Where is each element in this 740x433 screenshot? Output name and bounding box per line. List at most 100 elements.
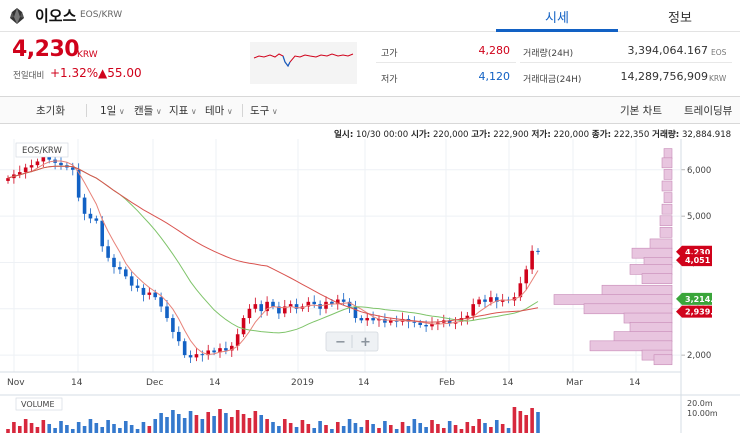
volume-bar xyxy=(441,428,446,433)
volume-bar xyxy=(200,419,205,433)
candle-body xyxy=(224,348,228,351)
volume-bar xyxy=(65,425,69,433)
candle-dropdown[interactable]: 캔들 ∨ xyxy=(134,103,162,118)
candle-body xyxy=(347,301,352,307)
low-label: 저가 xyxy=(381,75,398,85)
volume-profile-bar xyxy=(663,192,673,203)
volume-bar xyxy=(106,420,110,433)
volume-bar xyxy=(359,427,364,433)
volume-bar xyxy=(424,427,428,433)
price-tag-label: 2,939.81 xyxy=(685,308,725,317)
volume-profile-bar xyxy=(663,148,673,159)
volume-bar xyxy=(59,421,63,433)
volume-profile-bar xyxy=(661,157,673,169)
volume-bar xyxy=(53,428,57,433)
candle-body xyxy=(447,320,452,324)
tools-dropdown[interactable]: 도구 ∨ xyxy=(250,103,278,118)
volume-axis-label: 10.00m xyxy=(687,409,718,418)
high-label: 고가 xyxy=(381,49,398,59)
candle-body xyxy=(82,197,87,214)
candle-body xyxy=(536,250,540,252)
volume-value: 3,394,064.167 xyxy=(627,44,708,57)
volume-bar xyxy=(153,419,158,433)
candle-body xyxy=(265,301,269,312)
x-axis-label: 14 xyxy=(209,378,221,388)
candle-body xyxy=(118,267,122,270)
candle-body xyxy=(459,318,464,322)
volume-bar xyxy=(70,429,75,433)
tools-label: 도구 xyxy=(250,105,270,117)
candle-body xyxy=(23,167,28,173)
candle-body xyxy=(123,269,128,277)
candle-body xyxy=(471,304,476,316)
candle-body xyxy=(359,318,364,321)
volume-bar xyxy=(335,422,340,433)
indicator-dropdown[interactable]: 지표 ∨ xyxy=(169,103,197,118)
eos-logo-icon xyxy=(10,8,24,24)
volume-profile-bar xyxy=(629,264,673,275)
volume-bar xyxy=(76,422,81,433)
current-price: 4,230 xyxy=(12,37,80,62)
toolbar-divider xyxy=(86,104,87,117)
candle-body xyxy=(288,304,293,307)
volume-profile-bar xyxy=(649,238,673,250)
candle-body xyxy=(200,354,205,356)
price-tag-label: 4,051 xyxy=(685,256,711,265)
y-axis-label: 5,000 xyxy=(687,212,711,222)
zoom-out-button[interactable]: − xyxy=(335,335,346,350)
volume-bar xyxy=(406,426,411,433)
close-label: 종가: xyxy=(591,130,612,140)
amount-unit: KRW xyxy=(709,74,727,83)
tab-quote[interactable]: 시세 xyxy=(545,11,569,26)
coin-name: 이오스 xyxy=(35,7,77,25)
symbol-label-box xyxy=(15,142,69,158)
price-chart[interactable]: EOS/KRW2,0003,0004,0005,0006,0004,2304,0… xyxy=(0,139,740,433)
volume-bar xyxy=(288,423,293,433)
volume-bar xyxy=(29,423,34,433)
period-label: 1일 xyxy=(100,105,117,117)
candle-body xyxy=(335,299,340,305)
volume-bar xyxy=(159,413,163,433)
candle-body xyxy=(141,287,146,295)
volume-bar xyxy=(206,412,211,433)
volume-bar xyxy=(229,417,234,433)
volume-bar xyxy=(241,414,246,433)
chart-toolbar: 초기화 1일 ∨ 캔들 ∨ 지표 ∨ 테마 ∨ 도구 ∨ 기본 차트 트레이딩뷰 xyxy=(0,96,740,124)
volume-value: 32,884.918 xyxy=(681,130,732,140)
candle-body xyxy=(188,355,193,358)
date-label: 일시: xyxy=(334,130,354,140)
candle-body xyxy=(241,318,246,335)
candle-body xyxy=(59,162,63,166)
candle-body xyxy=(129,276,134,286)
zoom-in-button[interactable]: + xyxy=(360,335,371,350)
tab-info[interactable]: 정보 xyxy=(668,11,692,26)
candle-body xyxy=(100,220,105,247)
candle-body xyxy=(324,301,328,309)
basic-chart-button[interactable]: 기본 차트 xyxy=(620,105,662,117)
low-value: 4,120 xyxy=(478,70,511,83)
volume-bar xyxy=(176,414,181,433)
volume-bar xyxy=(394,429,399,433)
volume-bar xyxy=(388,425,393,433)
change-amount: ▲55.00 xyxy=(98,66,142,80)
volume-bar xyxy=(300,420,305,433)
price-tag-label: 3,214.25 xyxy=(685,295,725,304)
candle-body xyxy=(383,318,387,323)
period-dropdown[interactable]: 1일 ∨ xyxy=(100,103,125,118)
low-value: 220,000 xyxy=(553,130,590,140)
tradingview-button[interactable]: 트레이딩뷰 xyxy=(684,105,733,117)
volume-bar xyxy=(141,422,146,433)
low-label: 저가: xyxy=(531,130,551,140)
volume-profile-bar xyxy=(613,331,673,342)
volume-bar xyxy=(47,424,52,433)
volume-bar xyxy=(235,410,240,433)
chevron-down-icon: ∨ xyxy=(269,107,278,116)
volume-bar xyxy=(165,417,169,433)
theme-dropdown[interactable]: 테마 ∨ xyxy=(205,103,233,118)
volume-axis-label: 20.0m xyxy=(687,399,713,408)
volume-bar xyxy=(341,426,346,433)
volume-bar xyxy=(312,428,317,433)
volume-bar xyxy=(41,420,46,433)
reset-button[interactable]: 초기화 xyxy=(36,105,65,117)
moving-average-long xyxy=(7,165,539,323)
